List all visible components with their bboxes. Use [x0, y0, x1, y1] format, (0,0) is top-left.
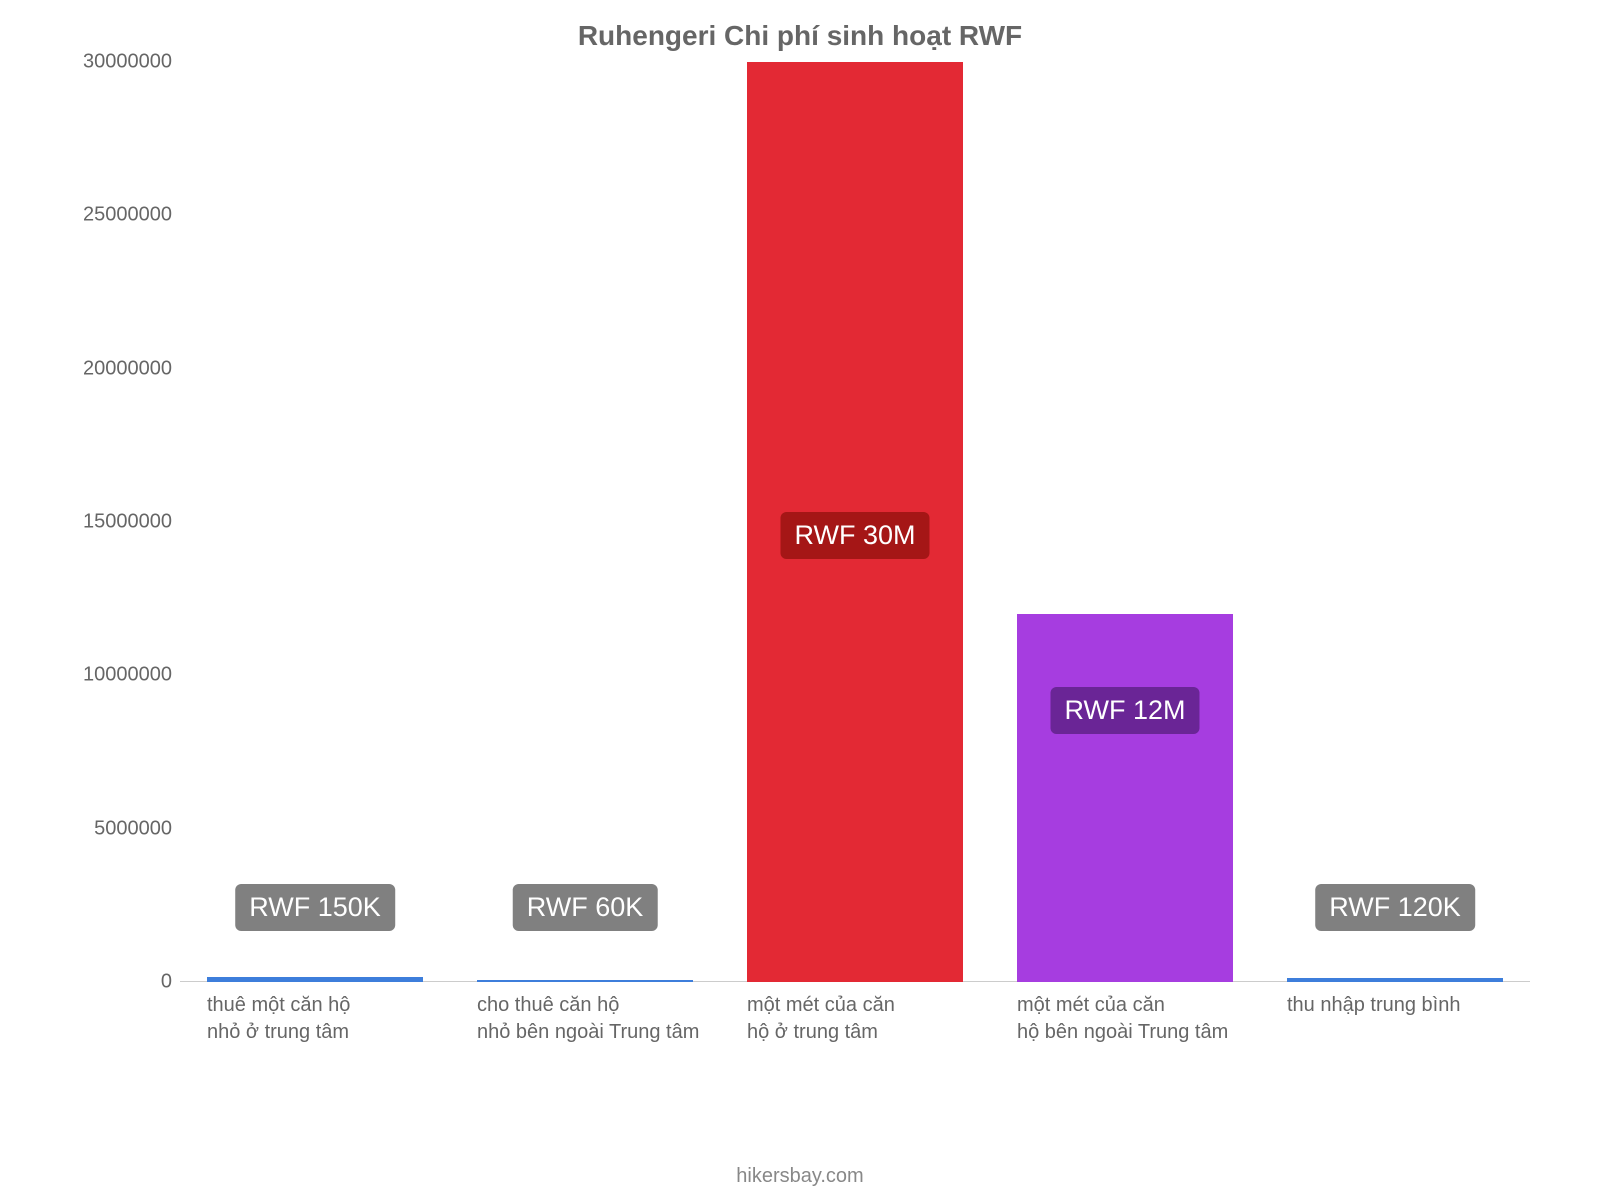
x-tick-label: cho thuê căn hộnhỏ bên ngoài Trung tâm [477, 992, 761, 1046]
chart-title: Ruhengeri Chi phí sinh hoạt RWF [50, 20, 1550, 52]
y-tick-label: 20000000 [83, 357, 172, 380]
chart-container: Ruhengeri Chi phí sinh hoạt RWF 0 5000000… [50, 20, 1550, 1150]
y-tick-label: 10000000 [83, 664, 172, 687]
x-tick-label: thuê một căn hộnhỏ ở trung tâm [207, 992, 491, 1046]
x-tick-label: một mét của cănhộ ở trung tâm [747, 992, 1031, 1046]
bar [1017, 614, 1233, 982]
y-tick-label: 15000000 [83, 511, 172, 534]
bar-value-badge: RWF 60K [513, 884, 658, 931]
footer-attribution: hikersbay.com [0, 1165, 1600, 1188]
bar-value-badge: RWF 150K [235, 884, 395, 931]
y-tick-label: 0 [161, 971, 172, 994]
bar-slot: RWF 30M [720, 62, 990, 982]
bar-slot: RWF 60K [450, 62, 720, 982]
bar-slot: RWF 120K [1260, 62, 1530, 982]
y-tick-label: 5000000 [94, 817, 172, 840]
x-tick-label: một mét của cănhộ bên ngoài Trung tâm [1017, 992, 1301, 1046]
y-tick-label: 30000000 [83, 51, 172, 74]
x-axis-labels: thuê một căn hộnhỏ ở trung tâmcho thuê c… [180, 982, 1530, 1062]
bar-slot: RWF 12M [990, 62, 1260, 982]
y-tick-label: 25000000 [83, 204, 172, 227]
plot-area: 0 5000000 10000000 15000000 20000000 25000000… [50, 62, 1550, 1062]
bar-value-badge: RWF 12M [1050, 687, 1199, 734]
bar-value-badge: RWF 30M [780, 512, 929, 559]
bar-value-badge: RWF 120K [1315, 884, 1475, 931]
bar-slot: RWF 150K [180, 62, 450, 982]
y-axis: 0500000010000000150000002000000025000000… [50, 62, 180, 982]
x-tick-label: thu nhập trung bình [1287, 992, 1571, 1019]
plot-inner: RWF 150K RWF 60K RWF 30M RWF 12M RWF 120K [180, 62, 1530, 982]
